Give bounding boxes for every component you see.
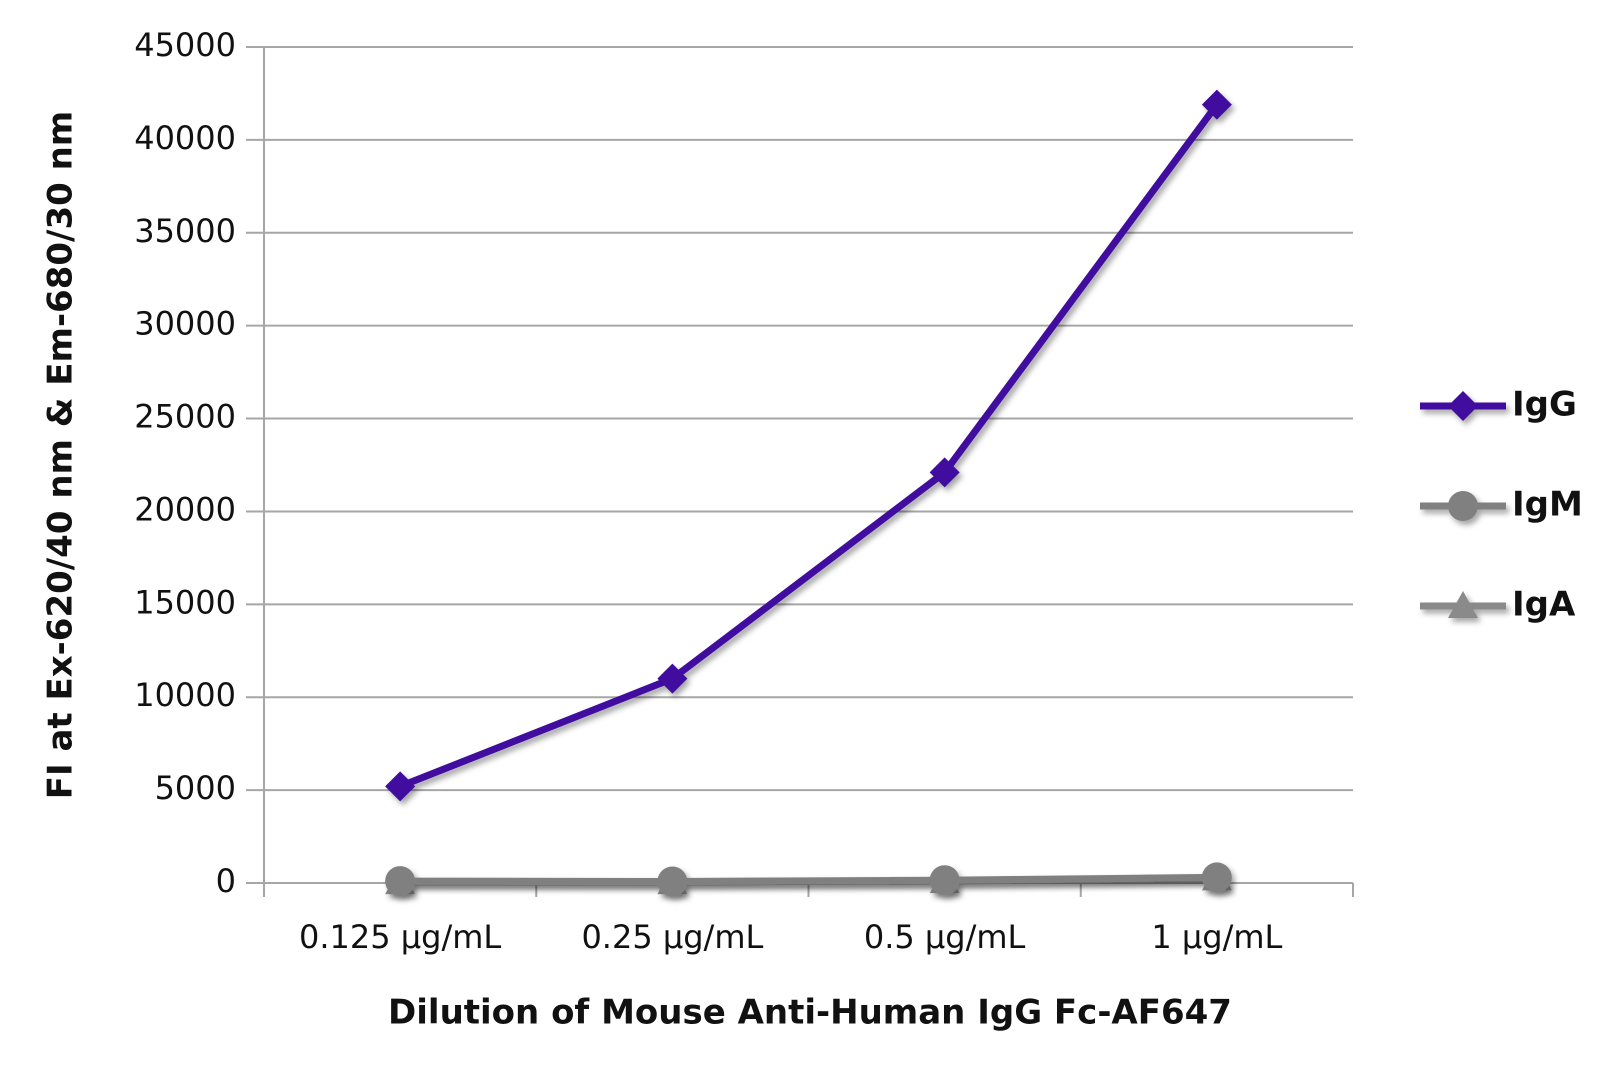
legend-entry: [1420, 391, 1506, 421]
marker: [1448, 491, 1478, 521]
y-tick-label: 10000: [134, 676, 236, 714]
y-tick-label: 0: [216, 862, 236, 900]
series: [385, 862, 1232, 897]
x-tick-label: 0.125 µg/mL: [299, 918, 501, 956]
y-tick-label: 45000: [134, 26, 236, 64]
marker: [1201, 862, 1232, 893]
legend-entry: [1420, 491, 1506, 521]
y-tick-label: 15000: [134, 583, 236, 621]
series: [385, 89, 1232, 802]
x-tick-label: 1 µg/mL: [1151, 918, 1282, 956]
series-line: [400, 873, 1217, 886]
x-axis-title: Dilution of Mouse Anti-Human IgG Fc-AF64…: [388, 993, 1232, 1033]
y-tick-label: 20000: [134, 490, 236, 528]
marker: [657, 663, 688, 694]
legend-entry: [1420, 591, 1506, 618]
series-line: [398, 102, 1220, 790]
marker: [1448, 591, 1478, 618]
x-tick-label: 0.5 µg/mL: [864, 918, 1026, 956]
marker: [929, 457, 960, 488]
y-tick-label: 25000: [134, 398, 236, 436]
y-tick-label: 40000: [134, 119, 236, 157]
marker: [1201, 89, 1232, 120]
marker: [385, 866, 416, 897]
y-tick-label: 30000: [134, 305, 236, 343]
marker: [1448, 391, 1478, 421]
y-tick-label: 35000: [134, 212, 236, 250]
marker: [929, 865, 960, 896]
marker: [657, 866, 688, 897]
legend-text: IgM: [1512, 485, 1583, 525]
y-axis-title: FI at Ex-620/40 nm & Em-680/30 nm: [41, 111, 81, 799]
x-tick-label: 0.25 µg/mL: [581, 918, 763, 956]
legend-text: IgG: [1512, 385, 1577, 425]
legend-text: IgA: [1512, 585, 1576, 625]
marker: [385, 771, 416, 802]
y-tick-label: 5000: [155, 769, 236, 807]
